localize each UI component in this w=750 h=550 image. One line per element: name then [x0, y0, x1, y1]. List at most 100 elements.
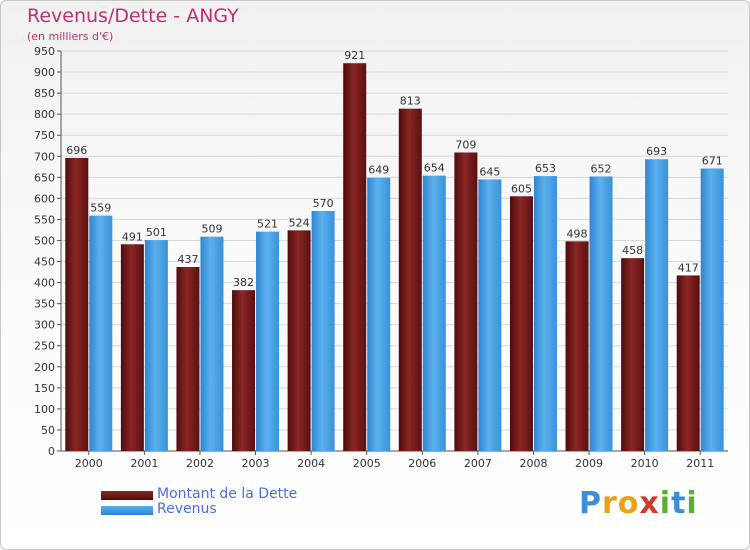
- bar-dette: [565, 241, 589, 451]
- x-tick-label: 2005: [353, 457, 381, 470]
- x-tick-label: 2000: [75, 457, 103, 470]
- logo-letter: o: [617, 486, 640, 521]
- legend-label-revenus: Revenus: [157, 501, 217, 517]
- bar-dette: [398, 108, 422, 452]
- bar-revenus: [144, 240, 168, 451]
- data-label-revenus: 671: [702, 154, 723, 167]
- y-tick-label: 650: [34, 171, 55, 184]
- data-label-revenus: 653: [535, 162, 556, 175]
- bar-dette: [232, 290, 256, 451]
- data-label-revenus: 645: [479, 165, 500, 178]
- logo-letter: i: [659, 486, 672, 521]
- logo-letter: t: [671, 486, 687, 521]
- data-label-revenus: 652: [591, 162, 612, 175]
- data-label-dette: 813: [400, 95, 421, 108]
- x-tick-label: 2011: [686, 457, 714, 470]
- bar-revenus: [645, 159, 669, 452]
- bar-dette: [287, 230, 311, 451]
- y-tick-label: 850: [34, 87, 55, 100]
- y-tick-label: 0: [48, 445, 55, 458]
- data-label-dette: 709: [455, 138, 476, 151]
- data-label-revenus: 570: [313, 197, 334, 210]
- bar-dette: [120, 244, 144, 451]
- x-tick-label: 2010: [631, 457, 659, 470]
- bar-dette: [343, 63, 367, 452]
- data-label-dette: 498: [567, 227, 588, 240]
- bar-dette: [676, 275, 700, 451]
- y-tick-label: 200: [34, 361, 55, 374]
- y-tick-label: 350: [34, 298, 55, 311]
- data-label-revenus: 521: [257, 218, 278, 231]
- bar-revenus: [200, 236, 224, 451]
- data-label-revenus: 693: [646, 145, 667, 158]
- x-tick-label: 2002: [186, 457, 214, 470]
- y-tick-label: 100: [34, 403, 55, 416]
- x-tick-label: 2006: [408, 457, 436, 470]
- bar-revenus: [478, 179, 502, 451]
- y-tick-label: 250: [34, 340, 55, 353]
- y-tick-label: 950: [34, 45, 55, 58]
- y-tick-label: 400: [34, 277, 55, 290]
- x-tick-label: 2007: [464, 457, 492, 470]
- y-tick-label: 700: [34, 150, 55, 163]
- bar-revenus: [89, 215, 113, 451]
- bar-dette: [454, 152, 478, 451]
- data-label-revenus: 649: [368, 164, 389, 177]
- data-label-revenus: 654: [424, 162, 445, 175]
- data-label-dette: 491: [122, 230, 143, 243]
- data-label-dette: 437: [177, 253, 198, 266]
- data-label-dette: 696: [66, 144, 87, 157]
- y-tick-label: 550: [34, 213, 55, 226]
- y-tick-label: 150: [34, 382, 55, 395]
- bar-revenus: [256, 231, 280, 451]
- legend-swatch-dette: [101, 491, 153, 500]
- bar-revenus: [367, 177, 391, 451]
- x-tick-label: 2004: [297, 457, 325, 470]
- y-tick-label: 450: [34, 256, 55, 269]
- grid-layer: [61, 50, 728, 452]
- y-tick-label: 300: [34, 319, 55, 332]
- y-tick-label: 750: [34, 129, 55, 142]
- data-label-revenus: 509: [201, 223, 222, 236]
- data-label-dette: 417: [678, 261, 699, 274]
- y-tick-label: 800: [34, 108, 55, 121]
- data-label-revenus: 501: [146, 226, 167, 239]
- bar-revenus: [311, 211, 335, 451]
- legend-swatch-revenus: [101, 506, 153, 515]
- bar-dette: [621, 258, 645, 451]
- y-tick-label: 600: [34, 192, 55, 205]
- x-tick-label: 2003: [242, 457, 270, 470]
- chart-title: Revenus/Dette - ANGY: [27, 5, 239, 27]
- data-label-dette: 921: [344, 49, 365, 62]
- logo-letter: i: [686, 486, 698, 521]
- x-tick-label: 2008: [519, 457, 547, 470]
- bar-revenus: [589, 176, 613, 451]
- data-label-dette: 382: [233, 276, 254, 289]
- bar-dette: [509, 196, 533, 451]
- data-label-dette: 458: [622, 244, 643, 257]
- y-tick-label: 500: [34, 234, 55, 247]
- proxiti-logo: Proxiti: [579, 486, 698, 521]
- x-tick-label: 2001: [130, 457, 158, 470]
- logo-letter: r: [602, 486, 618, 521]
- chart-subtitle: (en milliers d'€): [27, 30, 114, 43]
- bar-layer: [65, 63, 724, 452]
- logo-letter: x: [639, 486, 660, 521]
- bar-dette: [176, 267, 200, 451]
- axis-layer: 0 50 100 150 200 250 300 350 400 450 500 550 600 650 7…: [34, 45, 728, 470]
- bar-revenus: [422, 175, 446, 451]
- bar-dette: [65, 157, 89, 451]
- y-tick-label: 900: [34, 66, 55, 79]
- data-label-revenus: 559: [90, 202, 111, 215]
- bar-revenus: [700, 168, 724, 451]
- data-label-dette: 524: [289, 216, 310, 229]
- data-label-dette: 605: [511, 182, 532, 195]
- bar-revenus: [533, 176, 557, 452]
- y-tick-label: 50: [41, 424, 55, 437]
- x-tick-label: 2009: [575, 457, 603, 470]
- legend-label-dette: Montant de la Dette: [157, 486, 298, 502]
- logo-letter: P: [579, 486, 602, 521]
